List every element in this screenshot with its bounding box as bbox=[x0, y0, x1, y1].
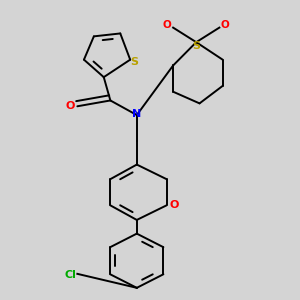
Text: S: S bbox=[130, 57, 138, 67]
Text: N: N bbox=[132, 110, 141, 119]
Text: O: O bbox=[65, 101, 75, 111]
Text: Cl: Cl bbox=[65, 270, 77, 280]
Text: O: O bbox=[221, 20, 230, 30]
Text: S: S bbox=[192, 41, 200, 51]
Text: O: O bbox=[169, 200, 178, 210]
Text: O: O bbox=[163, 20, 172, 30]
